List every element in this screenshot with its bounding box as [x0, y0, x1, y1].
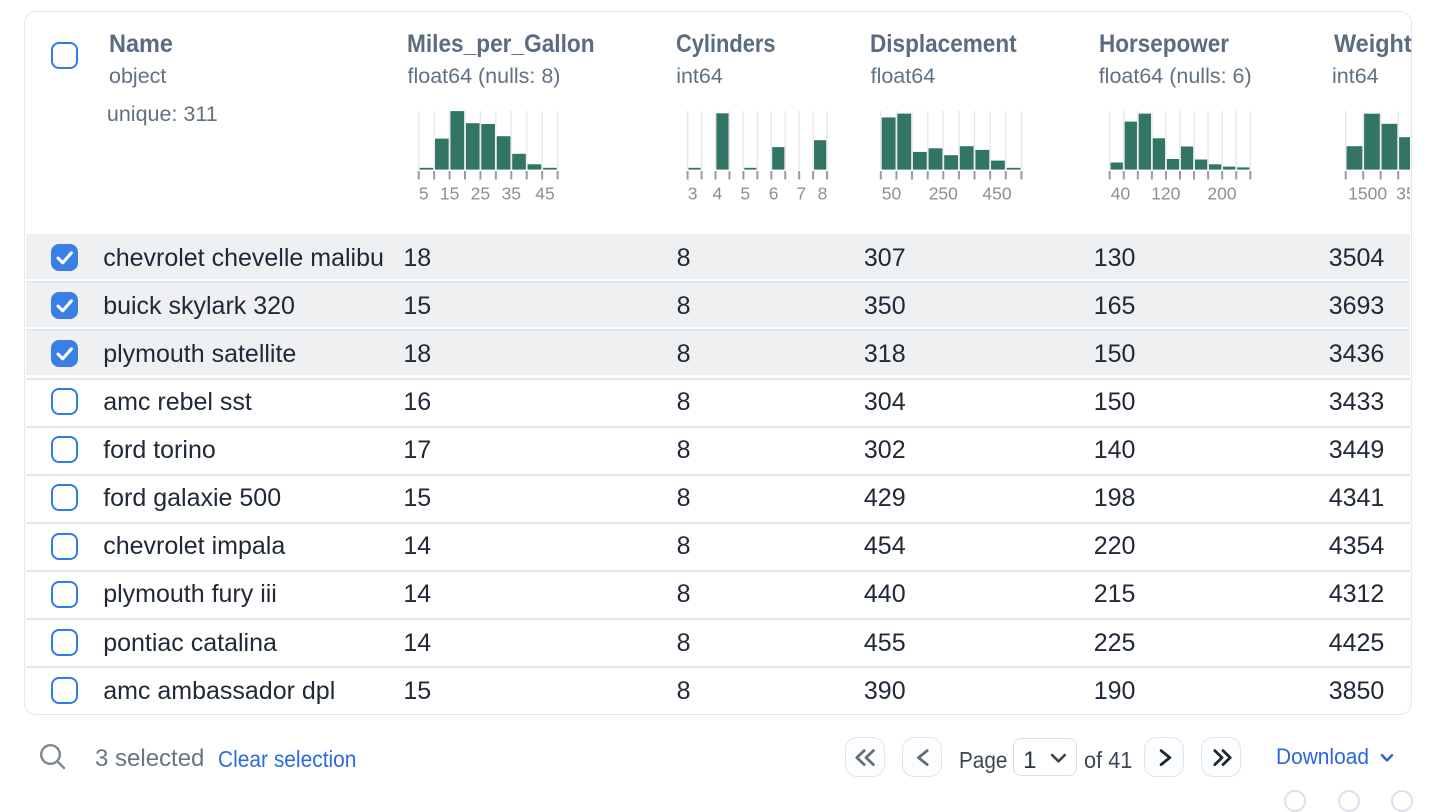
svg-text:200: 200: [1207, 183, 1236, 203]
svg-text:120: 120: [1151, 183, 1180, 203]
svg-text:3: 3: [688, 183, 698, 203]
svg-text:45: 45: [535, 183, 554, 203]
svg-text:1500: 1500: [1348, 183, 1387, 203]
svg-text:4: 4: [713, 183, 723, 203]
svg-text:50: 50: [882, 183, 902, 203]
svg-text:450: 450: [982, 183, 1011, 203]
svg-text:35: 35: [502, 183, 521, 203]
svg-text:15: 15: [440, 183, 459, 203]
svg-text:8: 8: [818, 183, 828, 203]
svg-text:7: 7: [796, 183, 806, 203]
svg-text:5: 5: [740, 183, 750, 203]
svg-text:3500: 3500: [1396, 183, 1410, 203]
svg-text:6: 6: [769, 183, 779, 203]
svg-text:250: 250: [929, 183, 958, 203]
svg-text:5: 5: [419, 183, 429, 203]
svg-text:40: 40: [1111, 183, 1131, 203]
svg-text:25: 25: [471, 183, 490, 203]
